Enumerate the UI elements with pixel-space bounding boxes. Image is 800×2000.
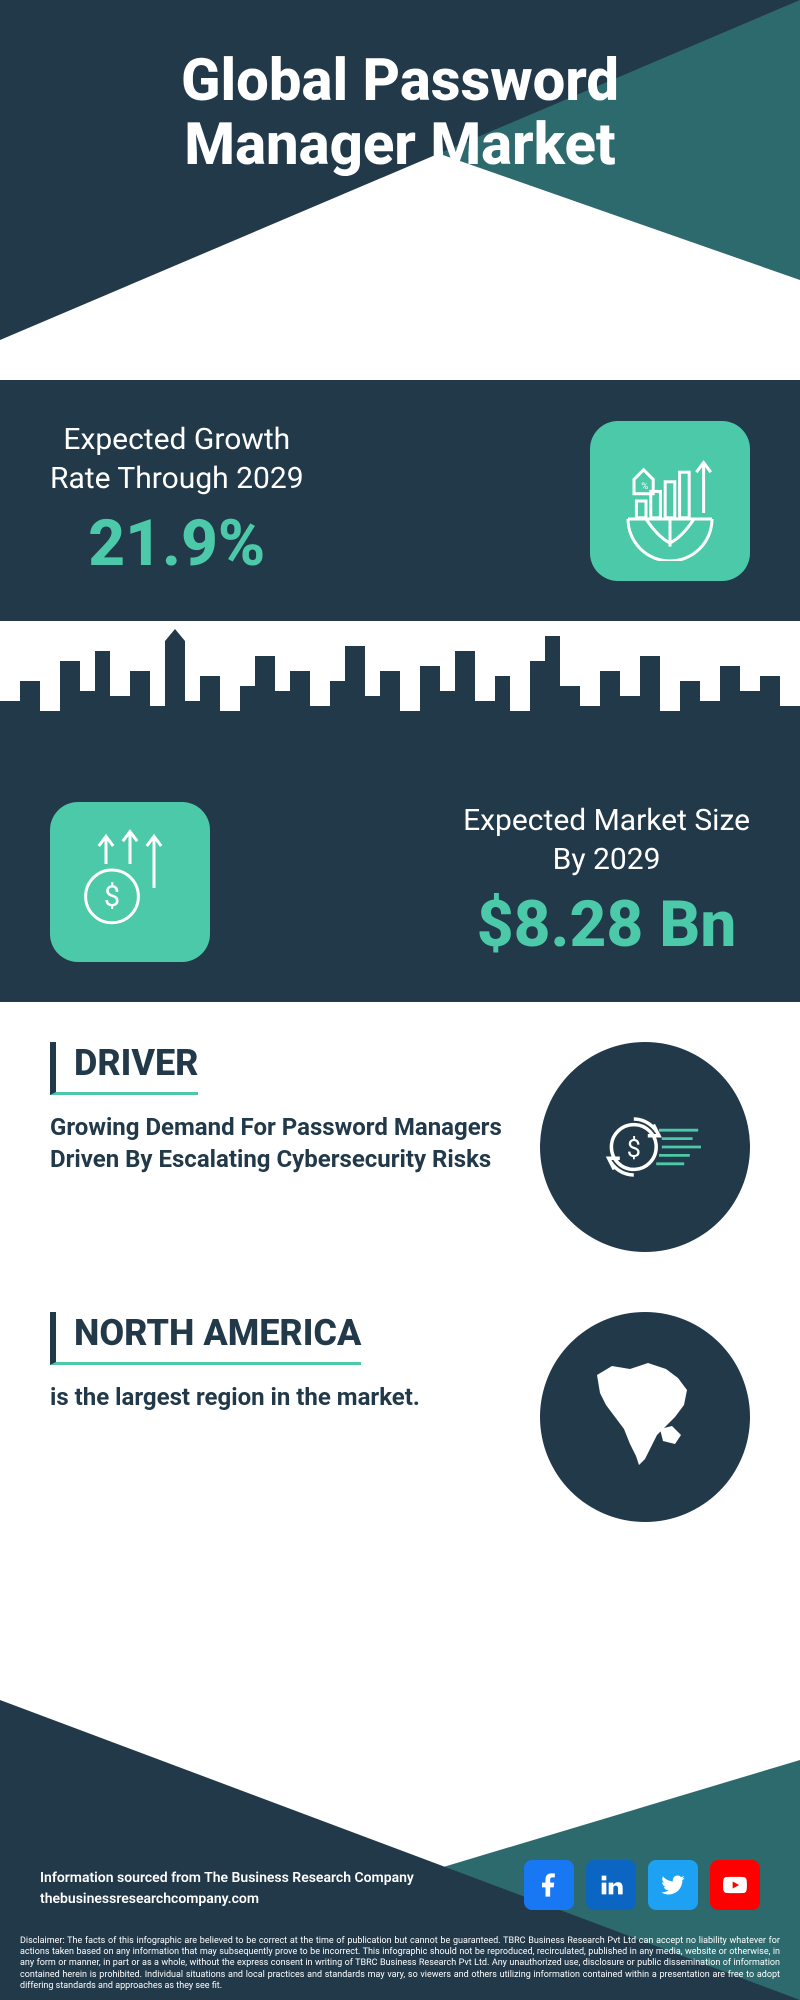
globe-chart-icon: %: [590, 421, 750, 581]
svg-text:%: %: [641, 481, 648, 492]
facebook-icon[interactable]: [524, 1860, 574, 1910]
skyline-divider: [0, 621, 800, 761]
size-value: $8.28 Bn: [463, 887, 750, 962]
dollar-arrows-icon: $: [50, 802, 210, 962]
title-line: Manager Market: [184, 111, 615, 179]
driver-heading: DRIVER: [50, 1042, 198, 1095]
driver-text: DRIVER Growing Demand For Password Manag…: [50, 1042, 510, 1176]
north-america-map-icon: [540, 1312, 750, 1522]
youtube-icon[interactable]: [710, 1860, 760, 1910]
driver-body: Growing Demand For Password Managers Dri…: [50, 1111, 510, 1176]
text: Expected Market Size: [463, 803, 750, 838]
disclaimer-text: Disclaimer: The facts of this infographi…: [20, 1936, 780, 1992]
size-label: Expected Market Size By 2029: [463, 801, 750, 879]
size-text: Expected Market Size By 2029 $8.28 Bn: [463, 801, 750, 962]
text: By 2029: [553, 842, 661, 877]
text: Rate Through 2029: [50, 461, 304, 496]
growth-value: 21.9%: [50, 506, 304, 581]
region-heading: NORTH AMERICA: [50, 1312, 361, 1365]
text: Information sourced from The Business Re…: [40, 1870, 414, 1886]
text: Expected Growth: [63, 422, 290, 457]
page-title: Global Password Manager Market: [0, 50, 800, 178]
linkedin-icon[interactable]: [586, 1860, 636, 1910]
growth-text: Expected Growth Rate Through 2029 21.9%: [50, 420, 304, 581]
region-section: NORTH AMERICA is the largest region in t…: [0, 1292, 800, 1562]
text: thebusinessresearchcompany.com: [40, 1891, 259, 1907]
growth-rate-band: Expected Growth Rate Through 2029 21.9% …: [0, 380, 800, 621]
growth-label: Expected Growth Rate Through 2029: [50, 420, 304, 498]
header-section: Global Password Manager Market: [0, 0, 800, 380]
twitter-icon[interactable]: [648, 1860, 698, 1910]
footer-credit: Information sourced from The Business Re…: [40, 1868, 414, 1910]
social-links: [524, 1860, 760, 1910]
footer-area: Information sourced from The Business Re…: [0, 1700, 800, 2000]
region-text: NORTH AMERICA is the largest region in t…: [50, 1312, 510, 1413]
svg-text:$: $: [627, 1135, 641, 1164]
svg-text:$: $: [104, 880, 120, 914]
footer-content: Information sourced from The Business Re…: [40, 1860, 760, 1910]
market-size-band: $ Expected Market Size By 2029 $8.28 Bn: [0, 761, 800, 1002]
driver-section: DRIVER Growing Demand For Password Manag…: [0, 1002, 800, 1292]
region-body: is the largest region in the market.: [50, 1381, 510, 1413]
cycle-dollar-icon: $: [540, 1042, 750, 1252]
title-line: Global Password: [181, 47, 619, 115]
